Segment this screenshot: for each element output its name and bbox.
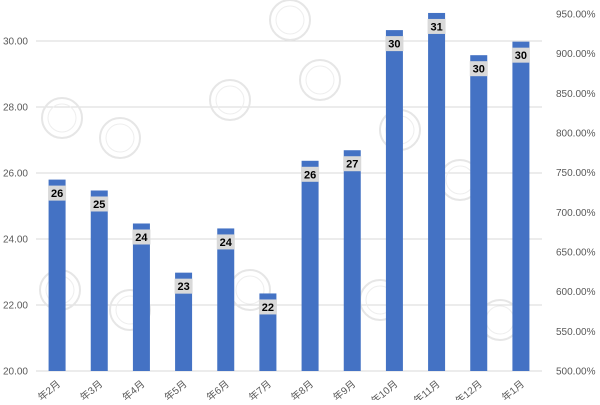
y2-tick-label: 750.00%: [556, 168, 596, 179]
y-tick-label: 24.00: [3, 235, 28, 246]
y2-tick-label: 800.00%: [556, 129, 596, 140]
y-axis-right: 500.00% 550.00% 600.00% 650.00% 700.00% 750.0…: [556, 10, 596, 378]
data-label-box: [385, 36, 404, 52]
gridlines: [36, 40, 542, 372]
x-tick-label: 年10月: [368, 377, 400, 400]
data-label-box: [343, 156, 362, 172]
bar: [90, 190, 108, 371]
y-tick-label: 28.00: [3, 103, 28, 114]
y2-tick-label: 850.00%: [556, 89, 596, 100]
data-label: 23: [177, 281, 189, 293]
data-label-box: [174, 278, 193, 294]
watermark-seal-inner: [305, 65, 335, 95]
x-tick-label: 年5月: [162, 377, 190, 400]
bar: [175, 272, 193, 371]
bar: [301, 160, 319, 371]
watermark-seal: [209, 79, 251, 121]
watermark: [39, 0, 521, 341]
bar: [132, 223, 150, 371]
bar: [385, 30, 403, 372]
y2-tick-label: 500.00%: [556, 367, 596, 378]
data-label: 26: [51, 188, 63, 200]
x-tick-label: 年4月: [119, 377, 147, 400]
watermark-seal-inner: [215, 85, 245, 115]
x-tick-label: 年1月: [499, 377, 527, 400]
x-tick-label: 年2月: [35, 377, 63, 400]
data-label: 31: [430, 21, 442, 33]
y-axis-left: 20.00 22.00 24.00 26.00 28.00 30.00: [3, 37, 28, 378]
y2-tick-label: 600.00%: [556, 287, 596, 298]
data-label-box: [132, 229, 151, 245]
data-label-box: [90, 196, 109, 212]
bars: [48, 12, 530, 372]
x-axis: 年2月 年3月 年4月 年5月 年6月 年7月 年8月 年9月 年10月 年11月 年12月 年1月: [35, 377, 527, 405]
data-label-box: [216, 234, 235, 250]
data-labels: 26 25 24 23 24 22 26 27 30 31 30 30: [48, 18, 530, 315]
bar: [470, 55, 488, 371]
y-tick-label: 26.00: [3, 169, 28, 180]
data-label-box: [511, 47, 530, 63]
data-label-box: [469, 61, 488, 77]
data-label-box: [48, 185, 67, 201]
data-label-box: [427, 18, 446, 34]
watermark-seal-inner: [445, 165, 475, 195]
watermark-seal-inner: [275, 5, 305, 35]
x-tick-label: 年3月: [77, 377, 105, 400]
watermark-seal: [109, 289, 151, 331]
x-tick-label: 年12月: [452, 377, 484, 400]
data-label-box: [301, 166, 320, 182]
data-label: 24: [135, 232, 148, 244]
watermark-seal-inner: [47, 103, 77, 133]
watermark-seal: [299, 59, 341, 101]
y2-tick-label: 700.00%: [556, 208, 596, 219]
data-label: 22: [262, 302, 274, 314]
data-label: 25: [93, 199, 105, 211]
x-tick-label: 年9月: [330, 377, 358, 400]
y2-tick-label: 650.00%: [556, 248, 596, 259]
data-label: 30: [473, 64, 485, 76]
data-label: 30: [388, 39, 400, 51]
watermark-seal-inner: [485, 305, 515, 335]
watermark-seal: [269, 0, 311, 41]
y2-tick-label: 550.00%: [556, 327, 596, 338]
y2-tick-label: 950.00%: [556, 10, 596, 21]
x-tick-label: 年8月: [288, 377, 316, 400]
y-tick-label: 30.00: [3, 37, 28, 48]
bar: [428, 12, 446, 371]
data-label: 24: [220, 237, 233, 249]
x-tick-label: 年11月: [411, 377, 443, 400]
y-tick-label: 22.00: [3, 301, 28, 312]
watermark-seal: [41, 97, 83, 139]
bar: [343, 150, 361, 371]
data-label: 27: [346, 159, 358, 171]
data-label-box: [258, 299, 277, 315]
x-tick-label: 年6月: [204, 377, 232, 400]
bar: [512, 41, 530, 371]
watermark-seal: [99, 117, 141, 159]
y2-tick-label: 900.00%: [556, 49, 596, 60]
watermark-seal-inner: [105, 123, 135, 153]
x-tick-label: 年7月: [246, 377, 274, 400]
bar: [217, 228, 235, 371]
watermark-seal-inner: [235, 275, 265, 305]
data-label: 30: [515, 50, 527, 62]
data-label: 26: [304, 169, 316, 181]
y-tick-label: 20.00: [3, 367, 28, 378]
bar: [48, 179, 66, 371]
